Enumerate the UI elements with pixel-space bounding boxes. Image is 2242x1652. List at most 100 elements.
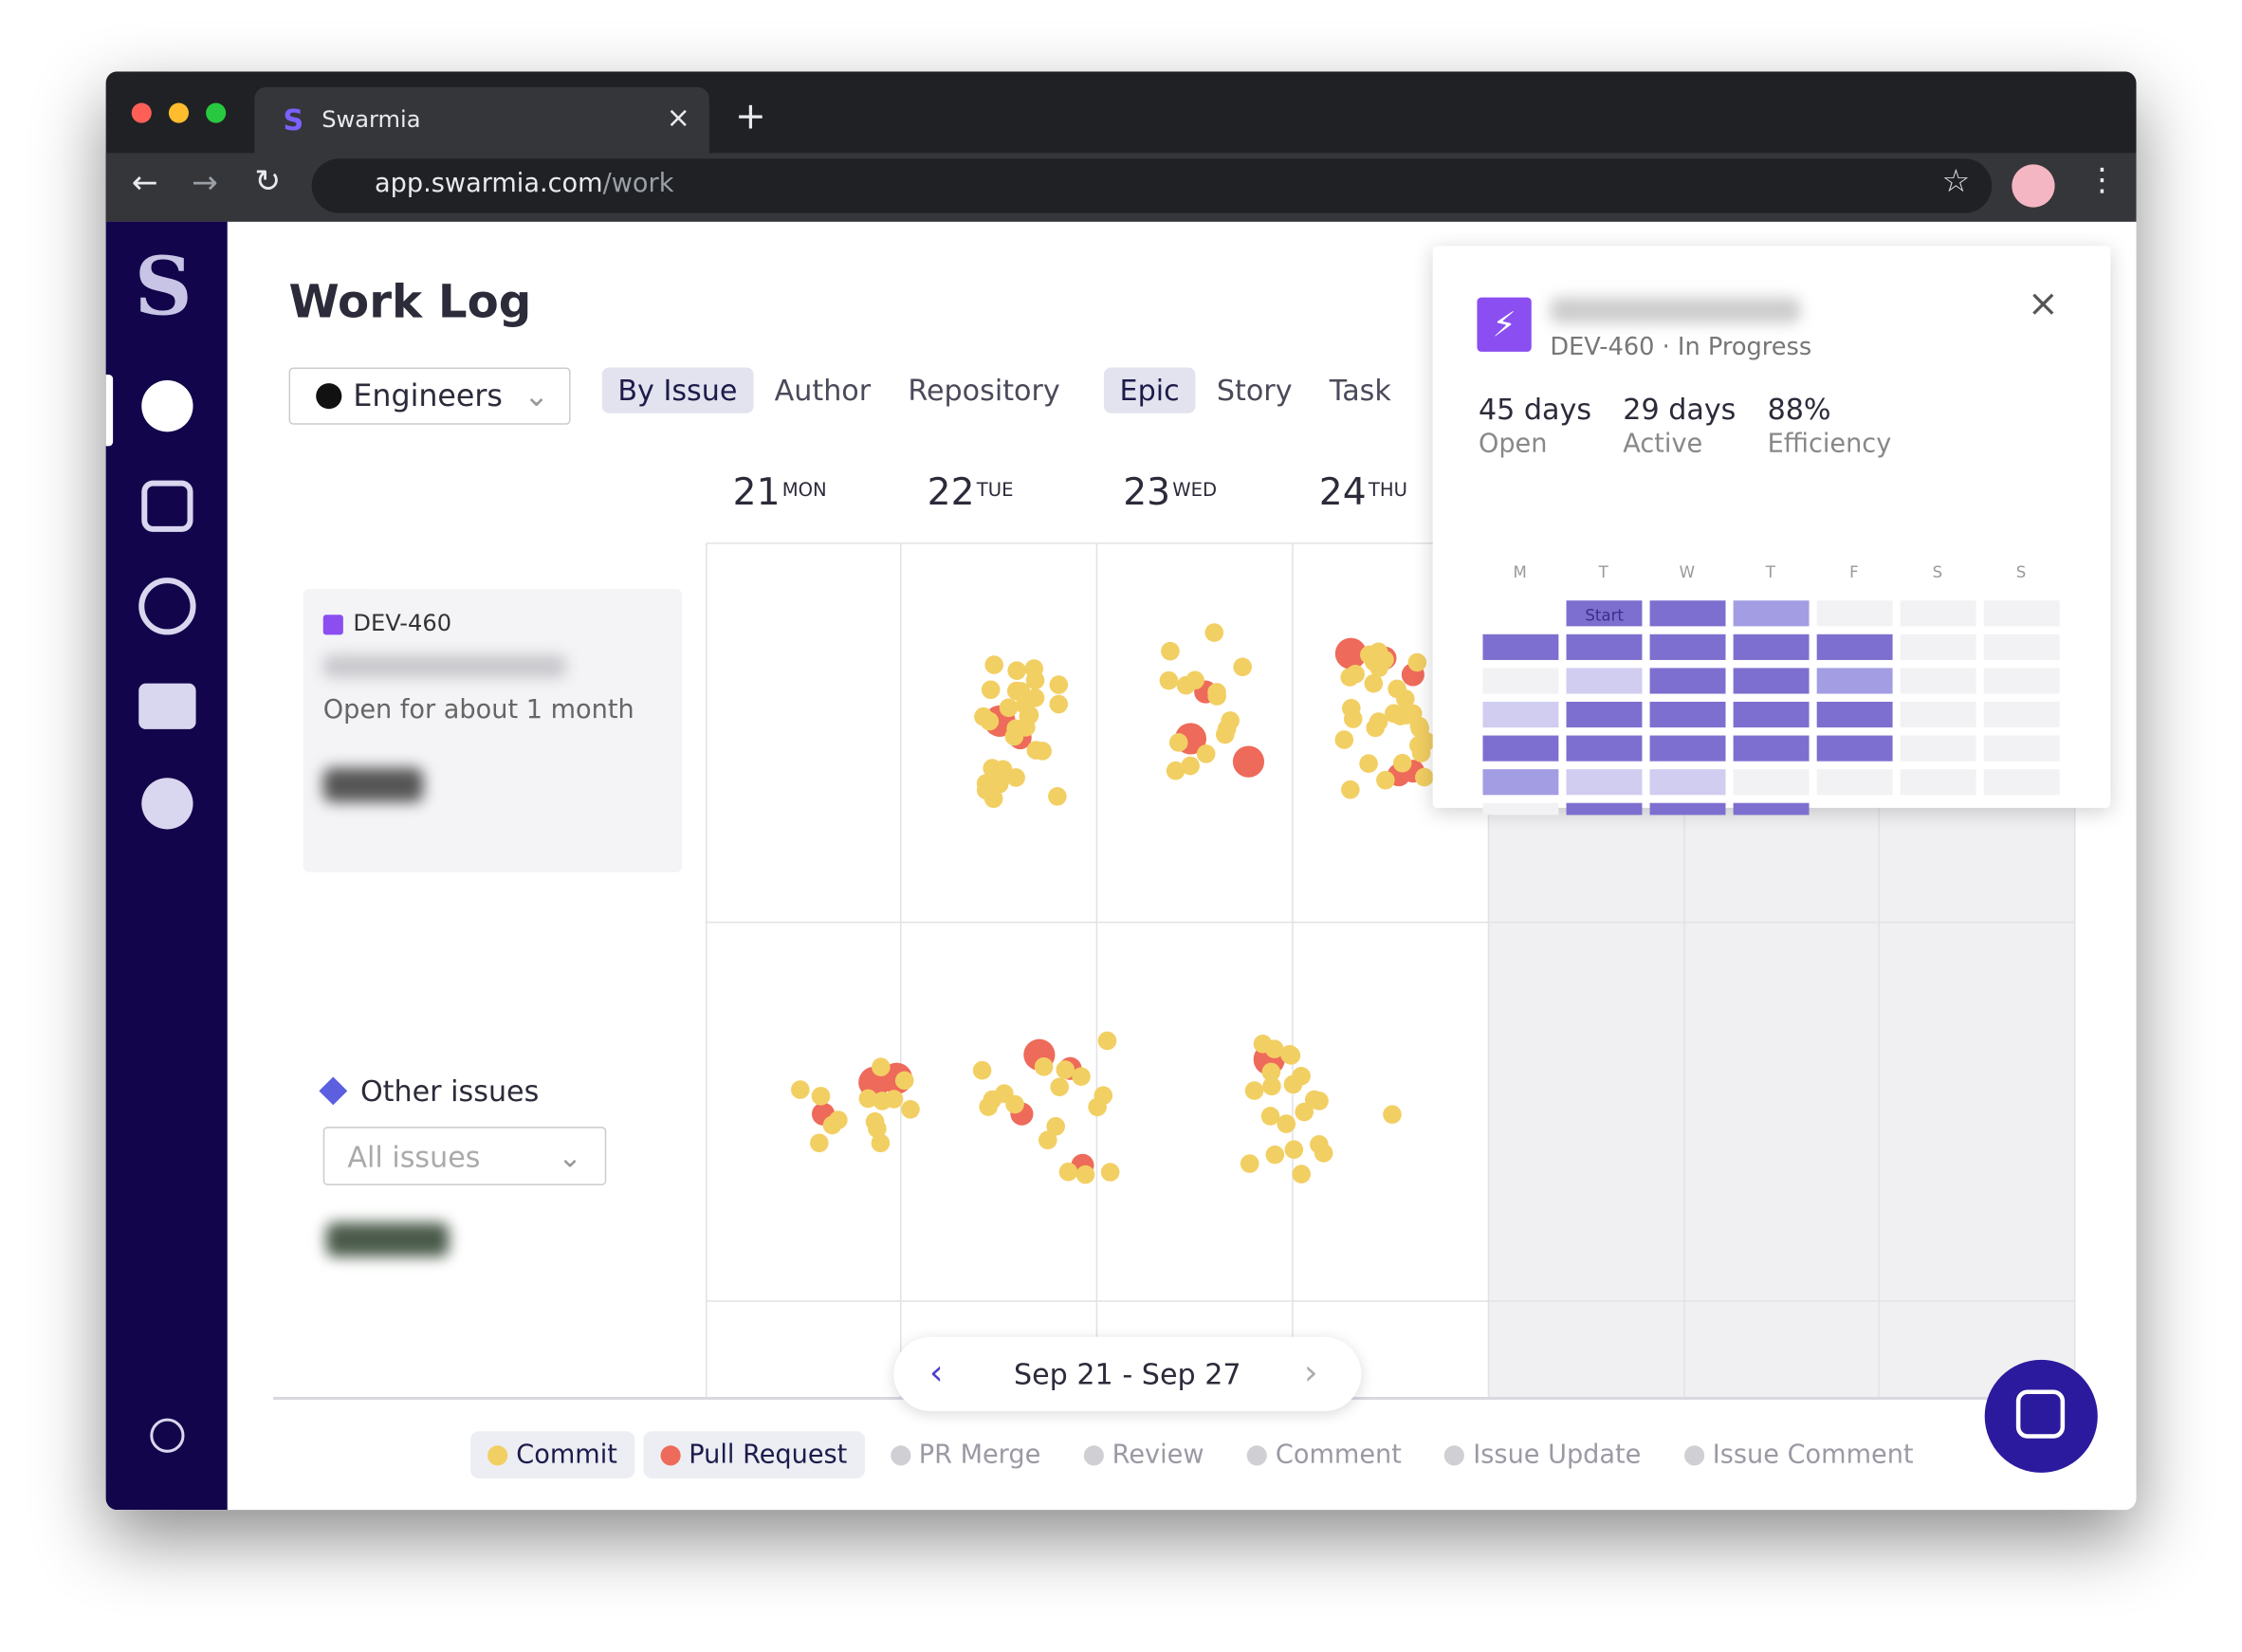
tab-icon: S <box>283 102 304 138</box>
prev-week[interactable]: ‹ <box>929 1352 944 1393</box>
day-name: TUE <box>976 479 1014 501</box>
heat-cell <box>1566 668 1643 694</box>
commit-dot <box>790 1080 810 1099</box>
stat-value: 88% <box>1767 392 1831 427</box>
pull-request-dot <box>1334 637 1367 670</box>
avatar[interactable] <box>2012 164 2055 208</box>
commit-dot <box>1240 1154 1259 1173</box>
browser-tab[interactable] <box>254 86 709 154</box>
blurred-avatars <box>322 767 424 802</box>
heat-cell <box>1983 701 2060 728</box>
heat-cell <box>1733 769 1810 796</box>
commit-dot <box>1284 1140 1304 1160</box>
heat-cell <box>1983 633 2060 660</box>
stat-label: Open <box>1478 429 1548 459</box>
heat-cell <box>1733 802 1810 816</box>
day-name: THU <box>1368 479 1407 501</box>
logo[interactable]: S <box>134 240 193 335</box>
filter-tab[interactable]: Author <box>774 373 872 408</box>
popup-close[interactable]: × <box>2027 283 2059 326</box>
legend-item[interactable]: Comment <box>1230 1431 1419 1478</box>
chevron: ⌄ <box>524 378 549 413</box>
weekday-label: T <box>1765 563 1776 581</box>
filter-tab[interactable]: By Issue <box>601 367 754 413</box>
commit-dot <box>1159 670 1179 690</box>
legend-item[interactable]: Commit <box>470 1431 634 1478</box>
sidebar <box>105 221 228 1511</box>
legend-label: Issue Comment <box>1712 1440 1914 1470</box>
commit-dot <box>1006 768 1025 787</box>
nav-docs[interactable] <box>138 683 196 729</box>
filter-tab[interactable]: Story <box>1216 373 1293 408</box>
commit-dot <box>1034 1057 1054 1076</box>
legend: Commit Pull Request PR Merge Review Comment I… <box>470 1431 1931 1478</box>
legend-item[interactable]: Issue Update <box>1427 1431 1658 1478</box>
commit-dot <box>1049 694 1069 714</box>
back[interactable]: ← <box>131 165 158 202</box>
issue-select[interactable]: All issues ⌄ <box>322 1127 607 1185</box>
tab-close[interactable]: × <box>666 100 690 135</box>
day-number: 23 <box>1123 471 1170 514</box>
heat-cell <box>1900 600 1976 627</box>
date-range: Sep 21 - Sep 27 <box>1013 1356 1241 1391</box>
max-dot[interactable] <box>206 102 227 123</box>
legend-label: Comment <box>1275 1440 1402 1470</box>
page-title: Work Log <box>288 274 532 329</box>
next-week[interactable]: › <box>1304 1352 1318 1393</box>
commit-dot <box>1244 1081 1264 1100</box>
reload[interactable]: ↻ <box>254 164 282 201</box>
commit-dot <box>868 1119 887 1138</box>
new-tab[interactable]: + <box>734 96 766 139</box>
commit-dot <box>1058 1162 1078 1182</box>
menu[interactable]: ⋮ <box>2086 162 2118 199</box>
chevron: ⌄ <box>558 1139 582 1174</box>
forward[interactable]: → <box>192 165 218 202</box>
nav-pulls[interactable] <box>141 480 193 532</box>
commit-dot <box>1260 1107 1280 1126</box>
commit-dot <box>1168 733 1188 752</box>
commit-dot <box>1075 1165 1095 1184</box>
legend-item[interactable]: Issue Comment <box>1667 1431 1931 1478</box>
address-bar[interactable] <box>311 158 1993 213</box>
weekday-label: S <box>1933 563 1943 581</box>
url: app.swarmia.com/work <box>375 169 673 199</box>
chat-button[interactable] <box>1984 1359 2098 1473</box>
legend-item[interactable]: Pull Request <box>643 1431 865 1478</box>
heat-cell <box>1649 633 1726 660</box>
commit-dot <box>1100 1163 1120 1182</box>
commit-dot <box>1093 1086 1113 1106</box>
heat-cell <box>1900 769 1976 796</box>
commit-dot <box>1295 1102 1314 1122</box>
legend-dot <box>1246 1444 1267 1465</box>
commit-dot <box>894 1071 914 1091</box>
nav-logout[interactable] <box>150 1418 185 1453</box>
bookmark[interactable]: ☆ <box>1941 164 1971 201</box>
heat-cell <box>1983 735 2060 762</box>
issue-icon <box>322 615 343 635</box>
filter-tab[interactable]: Epic <box>1103 367 1196 413</box>
heat-cell <box>1649 668 1726 694</box>
commit-dot <box>1314 1144 1333 1163</box>
legend-item[interactable]: PR Merge <box>873 1431 1057 1478</box>
active-indicator <box>105 375 114 447</box>
browser-window: S Swarmia × + ← → ↻ app.swarmia.com/work… <box>105 71 2137 1511</box>
blurred-title <box>1550 297 1801 323</box>
commit-dot <box>1359 754 1378 773</box>
issue-card[interactable] <box>303 589 683 872</box>
commit-dot <box>901 1099 920 1119</box>
heat-cell <box>1649 735 1726 762</box>
heat-cell <box>1900 701 1976 728</box>
commit-dot <box>1009 682 1028 701</box>
commit-dot <box>1097 1031 1117 1051</box>
filter-tab[interactable]: Task <box>1329 373 1391 408</box>
min-dot[interactable] <box>168 102 190 123</box>
team-select[interactable]: Engineers ⌄ <box>288 367 571 425</box>
nav-settings[interactable] <box>141 778 193 830</box>
commit-dot <box>1261 1062 1281 1082</box>
legend-item[interactable]: Review <box>1066 1431 1221 1478</box>
nav-work[interactable] <box>141 380 193 432</box>
filter-tab[interactable]: Repository <box>908 373 1060 408</box>
nav-focus[interactable] <box>138 578 196 635</box>
commit-dot <box>1407 652 1427 672</box>
close-dot[interactable] <box>131 102 152 123</box>
